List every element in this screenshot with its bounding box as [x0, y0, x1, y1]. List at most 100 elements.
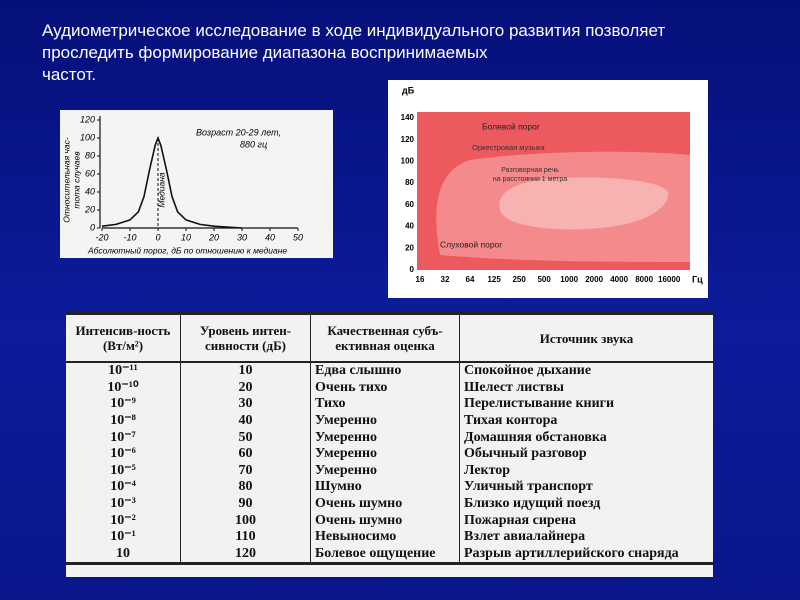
- y-tick-label: 120: [80, 114, 95, 124]
- table-cell: 70: [180, 462, 311, 480]
- table-cell: Невыносимо: [310, 528, 460, 546]
- left-figure-bg: [60, 110, 333, 258]
- title-line: проследить формирование диапазона воспри…: [42, 43, 488, 62]
- title-line: частот.: [42, 65, 97, 84]
- table-panel: Интенсив-ность (Вт/м²) Уровень интен-сивн…: [66, 312, 713, 577]
- table-cell: 10⁻³: [110, 496, 136, 512]
- annotation: Возраст 20-29 лет,: [196, 127, 281, 137]
- y-label-line: тота случаев: [71, 151, 81, 209]
- column-header: Интенсив-ность (Вт/м²): [66, 312, 181, 363]
- x-tick-label: 10: [181, 232, 191, 242]
- table-cell: Обычный разговор: [459, 445, 713, 463]
- table-cell: Умеренно: [310, 429, 460, 446]
- table-cell: 10⁻⁸: [110, 413, 136, 429]
- title-line: Аудиометрическое исследование в ходе инд…: [42, 21, 666, 40]
- y-tick-label: 0: [90, 222, 95, 232]
- y-tick-label: 60: [405, 200, 414, 209]
- column-header: Уровень интен-сивности (дБ): [180, 312, 311, 363]
- y-label-line: Относительная час-: [61, 137, 71, 223]
- table-cell: Уличный транспорт: [459, 479, 713, 496]
- sound-table: Интенсив-ность (Вт/м²) Уровень интен-сивн…: [66, 312, 713, 566]
- table-cell: 100: [180, 512, 311, 529]
- table-cell: Болевое ощущение: [310, 545, 460, 566]
- x-tick-label: 2000: [585, 275, 603, 284]
- y-tick-label: 20: [84, 204, 95, 214]
- table-row: 10⁻² 100 Очень шумно Пожарная сирена: [66, 512, 713, 529]
- table-cell: 10: [66, 545, 181, 566]
- column-header: Качественная субъ-ективная оценка: [310, 312, 460, 363]
- table-cell: Лектор: [459, 462, 713, 480]
- x-tick-label: 30: [237, 232, 247, 242]
- x-tick-label: 16000: [658, 275, 681, 284]
- y-tick-label: 80: [85, 150, 95, 160]
- x-tick-label: -20: [95, 232, 108, 242]
- table-cell: 80: [180, 479, 311, 496]
- table-cell: Умеренно: [310, 445, 460, 463]
- x-tick-label: 250: [512, 275, 526, 284]
- column-header: Источник звука: [459, 312, 713, 363]
- x-tick-label: 4000: [610, 275, 628, 284]
- y-tick-label: 40: [85, 186, 95, 196]
- x-tick-label: 20: [208, 232, 219, 242]
- x-unit: Гц: [692, 274, 703, 284]
- table-row: 10⁻¹ 110 Невыносимо Взлет авиалайнера: [66, 528, 713, 546]
- table-cell: 10⁻⁷: [110, 429, 136, 445]
- y-tick-label: 40: [405, 222, 414, 231]
- slide-title: Аудиометрическое исследование в ходе инд…: [42, 20, 665, 86]
- median-label: Медиана: [156, 172, 166, 208]
- table-cell: 10⁻⁴: [110, 479, 136, 495]
- x-tick-label: 64: [466, 275, 475, 284]
- table-row: 10⁻¹¹ 10 Едва слышно Спокойное дыхание: [66, 362, 713, 380]
- x-axis-label: Абсолютный порог, дБ по отношению к меди…: [87, 245, 287, 255]
- table-cell: 50: [180, 429, 311, 446]
- table-cell: 110: [180, 528, 311, 546]
- x-tick-label: 500: [537, 275, 551, 284]
- y-tick-label: 0: [410, 265, 415, 274]
- x-tick-label: 16: [416, 275, 425, 284]
- table-row: 10⁻⁸ 40 Умеренно Тихая контора: [66, 412, 713, 430]
- table-cell: Умеренно: [310, 412, 460, 430]
- table-cell: Едва слышно: [310, 362, 460, 380]
- table-cell: Домашняя обстановка: [459, 429, 713, 446]
- table-cell: 120: [180, 545, 311, 566]
- table-cell: 10⁻¹⁰: [107, 379, 139, 395]
- x-tick-label: 8000: [635, 275, 653, 284]
- table-row: 10⁻³ 90 Очень шумно Близко идущий поезд: [66, 495, 713, 513]
- y-tick-label: 80: [405, 178, 414, 187]
- music-label: Оркестровая музыка: [472, 143, 546, 152]
- table-cell: Очень шумно: [310, 512, 460, 529]
- table-row: 10⁻⁴ 80 Шумно Уличный транспорт: [66, 479, 713, 496]
- table-row: 10⁻⁶ 60 Умеренно Обычный разговор: [66, 445, 713, 463]
- y-tick-label: 60: [85, 168, 95, 178]
- table-cell: Очень тихо: [310, 379, 460, 397]
- speech-label: на расстоянии 1 метра: [493, 176, 567, 183]
- table-cell: 10⁻¹¹: [108, 363, 138, 379]
- speech-area: [499, 177, 669, 230]
- table-cell: Спокойное дыхание: [459, 362, 713, 380]
- table-cell: 40: [180, 412, 311, 430]
- y-unit: дБ: [402, 85, 415, 95]
- x-tick-label: 0: [155, 232, 160, 242]
- table-cell: 20: [180, 379, 311, 397]
- y-tick-label: 140: [401, 113, 415, 122]
- table-cell: Тихо: [310, 396, 460, 413]
- table-cell: 10: [180, 362, 311, 380]
- table-cell: 10⁻⁵: [110, 462, 136, 478]
- table-cell: Очень шумно: [310, 495, 460, 513]
- table-cell: 10⁻¹: [110, 529, 136, 545]
- table-row: 10⁻⁷ 50 Умеренно Домашняя обстановка: [66, 429, 713, 446]
- table-cell: Перелистывание книги: [459, 396, 713, 413]
- table-cell: 60: [180, 445, 311, 463]
- y-axis-label: Относительная час-тота случаев: [61, 137, 81, 223]
- pain-label: Болевой порог: [482, 121, 540, 131]
- table-row: 10 120 Болевое ощущение Разрыв артиллерийск…: [66, 545, 713, 566]
- table-row: 10⁻⁹ 30 Тихо Перелистывание книги: [66, 396, 713, 413]
- table-row: 10⁻⁵ 70 Умеренно Лектор: [66, 462, 713, 480]
- x-tick-label: 40: [265, 232, 275, 242]
- table-cell: Близко идущий поезд: [459, 495, 713, 513]
- x-tick-label: -10: [123, 232, 136, 242]
- table-cell: Шелест листвы: [459, 379, 713, 397]
- annotation: 880 гц: [240, 139, 267, 149]
- y-tick-label: 100: [401, 157, 415, 166]
